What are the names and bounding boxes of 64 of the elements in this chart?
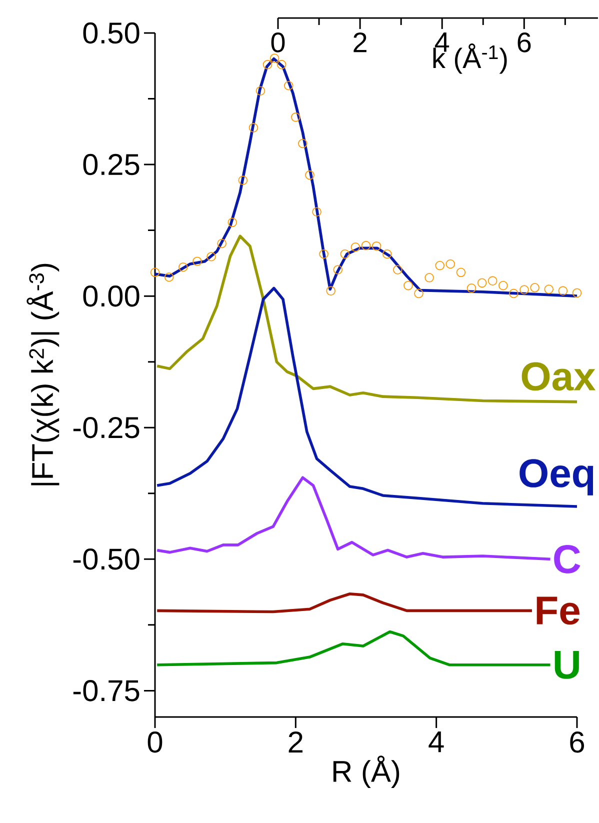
- point: [248, 123, 258, 132]
- series-label: Oeq: [520, 459, 594, 496]
- y-axis-title: |FT(χ(k) k$^{2}$)| (Å$^{-3}$): [26, 264, 60, 486]
- point: [446, 259, 456, 269]
- point: [270, 54, 280, 63]
- point: [217, 238, 226, 248]
- point: [319, 249, 328, 259]
- point: [291, 112, 300, 122]
- y-tick-label: 0.25: [83, 154, 140, 176]
- point: [530, 283, 540, 292]
- point: [404, 280, 413, 290]
- point: [340, 249, 350, 259]
- x-axis-title: R (Å): [333, 756, 400, 788]
- x2-tick-label: 2: [354, 32, 366, 52]
- point: [424, 273, 434, 282]
- point: [178, 262, 188, 272]
- x2-tick-label: 0: [271, 32, 285, 52]
- point: [164, 272, 174, 282]
- series-label: Oax: [522, 362, 596, 391]
- x-tick-label: 0: [148, 732, 162, 753]
- point: [350, 242, 360, 252]
- point: [262, 60, 272, 70]
- point: [382, 249, 392, 259]
- point: [284, 80, 294, 90]
- point: [414, 288, 424, 298]
- point: [466, 284, 476, 293]
- line-series: [156, 630, 552, 666]
- series-label: Fe: [536, 596, 580, 625]
- x-tick-label: 4: [428, 732, 444, 752]
- y-tick-label: -0.50: [73, 548, 140, 570]
- point: [372, 241, 382, 251]
- point: [361, 240, 371, 250]
- point: [544, 284, 554, 294]
- point: [392, 265, 402, 274]
- point: [477, 278, 487, 288]
- point: [305, 170, 314, 180]
- point: [456, 268, 466, 278]
- point: [206, 252, 216, 262]
- point: [509, 288, 518, 298]
- y-tick-label: 0.00: [83, 285, 140, 307]
- x-tick-label: 2: [288, 732, 302, 752]
- point: [298, 138, 308, 148]
- y-tick-label: 0.50: [83, 22, 140, 44]
- point: [572, 288, 582, 298]
- point: [256, 86, 266, 96]
- y-tick-label: -0.25: [73, 416, 140, 438]
- point: [326, 286, 336, 296]
- y-tick-label: -0.75: [73, 680, 140, 702]
- point: [435, 260, 444, 270]
- point: [312, 207, 322, 217]
- series-label: C: [554, 544, 580, 574]
- point: [498, 280, 508, 290]
- point: [276, 60, 286, 70]
- point: [228, 218, 238, 228]
- x2-tick-label: 6: [518, 32, 531, 52]
- point: [333, 265, 343, 274]
- point: [150, 268, 160, 278]
- point: [520, 285, 529, 294]
- point: [192, 256, 202, 266]
- series-label: U: [554, 650, 579, 679]
- x-tick-label: 6: [570, 732, 584, 753]
- point: [488, 276, 498, 286]
- point: [558, 286, 568, 296]
- point: [238, 176, 248, 185]
